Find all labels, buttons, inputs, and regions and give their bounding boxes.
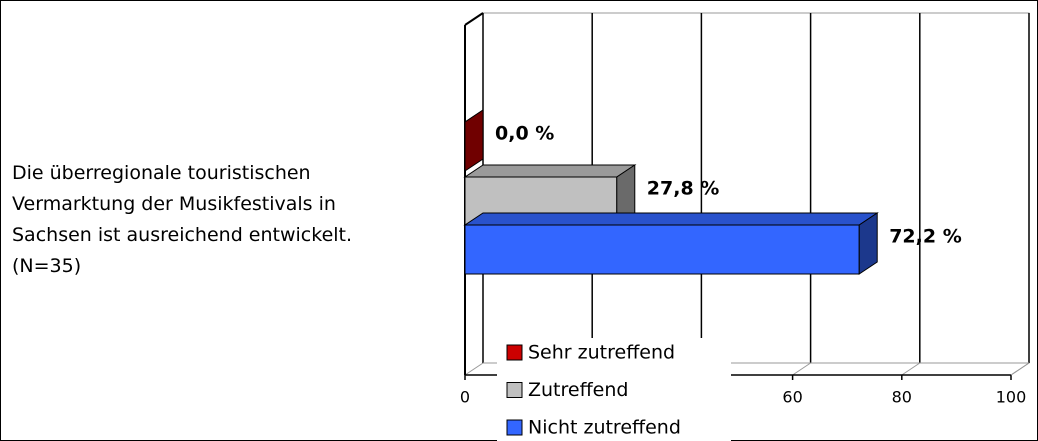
- bar-front: [464, 224, 860, 275]
- floor-grid-line: [464, 362, 484, 376]
- category-label: Die überregionale touristischen Vermarkt…: [12, 162, 353, 277]
- legend-swatch: [506, 419, 523, 436]
- bar-top: [463, 164, 637, 178]
- x-tick-label: 60: [782, 388, 802, 407]
- axis-left-top: [464, 12, 484, 26]
- legend-box: [497, 338, 731, 441]
- value-label: 0,0 %: [495, 123, 554, 145]
- value-label: 27,8 %: [647, 178, 720, 200]
- bar-side: [858, 212, 878, 275]
- legend-swatch: [506, 382, 523, 398]
- legend-label: Nicht zutreffend: [528, 417, 681, 439]
- floor-right: [1010, 362, 1030, 376]
- floor-grid-line: [792, 362, 811, 376]
- x-tick-label: 0: [460, 388, 470, 407]
- bar-side: [464, 109, 484, 172]
- legend-label: Zutreffend: [528, 379, 628, 401]
- legend-swatch: [506, 344, 523, 361]
- bar: [464, 109, 484, 172]
- x-tick-label: 80: [892, 388, 912, 407]
- bar: [463, 212, 879, 275]
- x-tick-label: 100: [996, 388, 1027, 407]
- bar-top: [463, 212, 879, 226]
- value-label: 72,2 %: [889, 226, 962, 248]
- floor-grid-line: [901, 362, 921, 376]
- legend-label: Sehr zutreffend: [528, 342, 675, 364]
